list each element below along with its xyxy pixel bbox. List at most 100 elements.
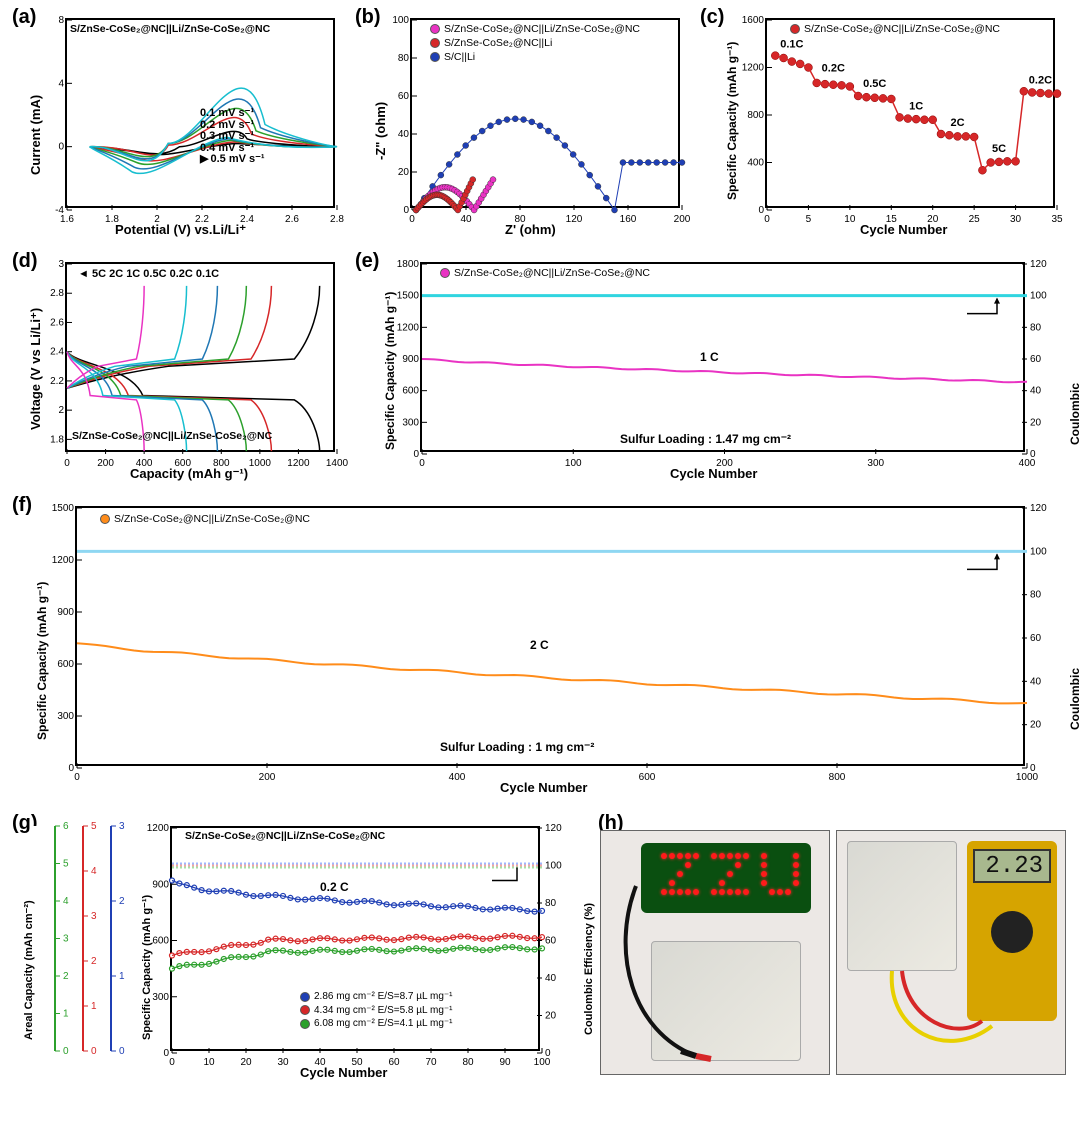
rates-a: 0.1 mV s⁻¹0.2 mV s⁻¹0.3 mV s⁻¹0.4 mV s⁻¹… bbox=[200, 108, 265, 166]
svg-text:60: 60 bbox=[1030, 633, 1042, 644]
svg-text:0: 0 bbox=[91, 1046, 97, 1057]
svg-text:30: 30 bbox=[277, 1057, 289, 1068]
label-d: (d) bbox=[12, 250, 38, 273]
svg-text:100: 100 bbox=[1030, 291, 1047, 302]
label-c: (c) bbox=[700, 6, 724, 29]
svg-text:20: 20 bbox=[1030, 417, 1042, 428]
svg-text:1.8: 1.8 bbox=[50, 434, 64, 445]
xlab-e: Cycle Number bbox=[670, 466, 757, 481]
ylab-a: Current (mA) bbox=[28, 95, 43, 175]
svg-text:1: 1 bbox=[63, 1009, 69, 1020]
plot-d: 02004006008001000120014001.822.22.42.62.… bbox=[65, 262, 335, 452]
svg-text:0: 0 bbox=[419, 458, 425, 469]
svg-text:1: 1 bbox=[91, 1001, 97, 1012]
ylab-g: Specific Capacity (mAh g⁻¹) bbox=[140, 895, 153, 1040]
svg-text:20: 20 bbox=[1030, 720, 1042, 731]
svg-text:0: 0 bbox=[119, 1046, 125, 1057]
svg-text:0.1C: 0.1C bbox=[780, 39, 803, 51]
svg-text:35: 35 bbox=[1051, 214, 1063, 225]
ylab-f: Specific Capacity (mAh g⁻¹) bbox=[35, 582, 49, 740]
svg-text:100: 100 bbox=[1030, 546, 1047, 557]
svg-text:120: 120 bbox=[545, 823, 562, 834]
ylab-e: Specific Capacity (mAh g⁻¹) bbox=[383, 292, 397, 450]
gcd-svg: 02004006008001000120014001.822.22.42.62.… bbox=[67, 264, 337, 454]
svg-text:3: 3 bbox=[119, 821, 125, 832]
plot-e: 0100200300400030060090012001500180002040… bbox=[420, 262, 1025, 452]
svg-text:70: 70 bbox=[425, 1057, 437, 1068]
svg-text:0: 0 bbox=[758, 205, 764, 216]
svg-text:120: 120 bbox=[1030, 503, 1047, 514]
figure-root: (a) 1.61.822.22.42.62.8-4048 Current (mA… bbox=[0, 0, 1080, 1127]
svg-text:2.6: 2.6 bbox=[285, 214, 299, 225]
ylab-d: Voltage (V vs Li/Li⁺) bbox=[28, 308, 44, 430]
svg-text:1C: 1C bbox=[909, 100, 923, 112]
plot-f: 0200400600800100003006009001200150002040… bbox=[75, 506, 1025, 766]
rates-d: ◄ 5C 2C 1C 0.5C 0.2C 0.1C bbox=[78, 268, 219, 280]
svg-text:2.8: 2.8 bbox=[50, 288, 64, 299]
svg-text:25: 25 bbox=[969, 214, 981, 225]
svg-text:60: 60 bbox=[388, 1057, 400, 1068]
svg-text:20: 20 bbox=[545, 1011, 557, 1022]
svg-text:2.8: 2.8 bbox=[330, 214, 344, 225]
svg-text:1500: 1500 bbox=[397, 291, 420, 302]
svg-text:0: 0 bbox=[764, 214, 770, 225]
svg-text:4: 4 bbox=[63, 896, 69, 907]
svg-text:10: 10 bbox=[203, 1057, 215, 1068]
svg-text:160: 160 bbox=[620, 214, 637, 225]
svg-text:900: 900 bbox=[152, 879, 169, 890]
svg-text:0: 0 bbox=[545, 1048, 551, 1059]
legend-e: S/ZnSe-CoSe₂@NC||Li/ZnSe-CoSe₂@NC bbox=[440, 266, 650, 280]
load-e: Sulfur Loading : 1.47 mg cm⁻² bbox=[620, 432, 791, 446]
label-b: (b) bbox=[355, 6, 381, 29]
legend-b: S/ZnSe-CoSe₂@NC||Li/ZnSe-CoSe₂@NC S/ZnSe… bbox=[430, 22, 640, 65]
svg-text:0: 0 bbox=[58, 142, 64, 153]
svg-text:0: 0 bbox=[163, 1048, 169, 1059]
svg-text:0: 0 bbox=[403, 205, 409, 216]
svg-text:40: 40 bbox=[398, 129, 410, 140]
svg-text:100: 100 bbox=[545, 861, 562, 872]
svg-text:-4: -4 bbox=[55, 205, 64, 216]
svg-text:40: 40 bbox=[1030, 386, 1042, 397]
svg-text:1400: 1400 bbox=[326, 458, 349, 469]
svg-text:0: 0 bbox=[409, 214, 415, 225]
svg-text:300: 300 bbox=[57, 711, 74, 722]
svg-text:1200: 1200 bbox=[397, 322, 420, 333]
svg-text:30: 30 bbox=[1010, 214, 1022, 225]
svg-text:80: 80 bbox=[1030, 590, 1042, 601]
svg-text:2.2: 2.2 bbox=[50, 376, 64, 387]
svg-text:2: 2 bbox=[119, 896, 125, 907]
svg-text:800: 800 bbox=[747, 110, 764, 121]
xlab-b: Z' (ohm) bbox=[505, 222, 556, 237]
svg-text:120: 120 bbox=[566, 214, 583, 225]
wires-right bbox=[837, 831, 1066, 1075]
svg-text:1800: 1800 bbox=[397, 259, 420, 270]
svg-text:5: 5 bbox=[806, 214, 812, 225]
svg-text:2.6: 2.6 bbox=[50, 317, 64, 328]
ylab-e-r: Coulombic Efficiency (%) bbox=[1068, 383, 1080, 445]
svg-text:80: 80 bbox=[1030, 322, 1042, 333]
legend-g-title: S/ZnSe-CoSe₂@NC||Li/ZnSe-CoSe₂@NC bbox=[185, 830, 385, 842]
cyc1c-svg: 0100200300400030060090012001500180002040… bbox=[422, 264, 1027, 454]
svg-text:100: 100 bbox=[392, 15, 409, 26]
rate-g: 0.2 C bbox=[320, 880, 349, 894]
svg-text:20: 20 bbox=[240, 1057, 252, 1068]
svg-text:60: 60 bbox=[545, 936, 557, 947]
svg-text:300: 300 bbox=[152, 992, 169, 1003]
svg-text:200: 200 bbox=[259, 772, 276, 783]
legend-f: S/ZnSe-CoSe₂@NC||Li/ZnSe-CoSe₂@NC bbox=[100, 512, 310, 526]
svg-text:10: 10 bbox=[844, 214, 856, 225]
legend-a: S/ZnSe-CoSe₂@NC||Li/ZnSe-CoSe₂@NC bbox=[70, 22, 270, 36]
svg-text:5: 5 bbox=[63, 859, 69, 870]
svg-text:1: 1 bbox=[119, 971, 125, 982]
svg-text:2C: 2C bbox=[951, 117, 965, 129]
svg-text:400: 400 bbox=[449, 772, 466, 783]
svg-text:600: 600 bbox=[402, 386, 419, 397]
svg-text:0: 0 bbox=[64, 458, 70, 469]
svg-text:5C: 5C bbox=[992, 143, 1006, 155]
svg-text:40: 40 bbox=[1030, 676, 1042, 687]
cyc2c-svg: 0200400600800100003006009001200150002040… bbox=[77, 508, 1027, 768]
svg-text:1200: 1200 bbox=[287, 458, 310, 469]
svg-text:0: 0 bbox=[413, 449, 419, 460]
rate-e: 1 C bbox=[700, 350, 719, 364]
svg-text:2: 2 bbox=[91, 956, 97, 967]
